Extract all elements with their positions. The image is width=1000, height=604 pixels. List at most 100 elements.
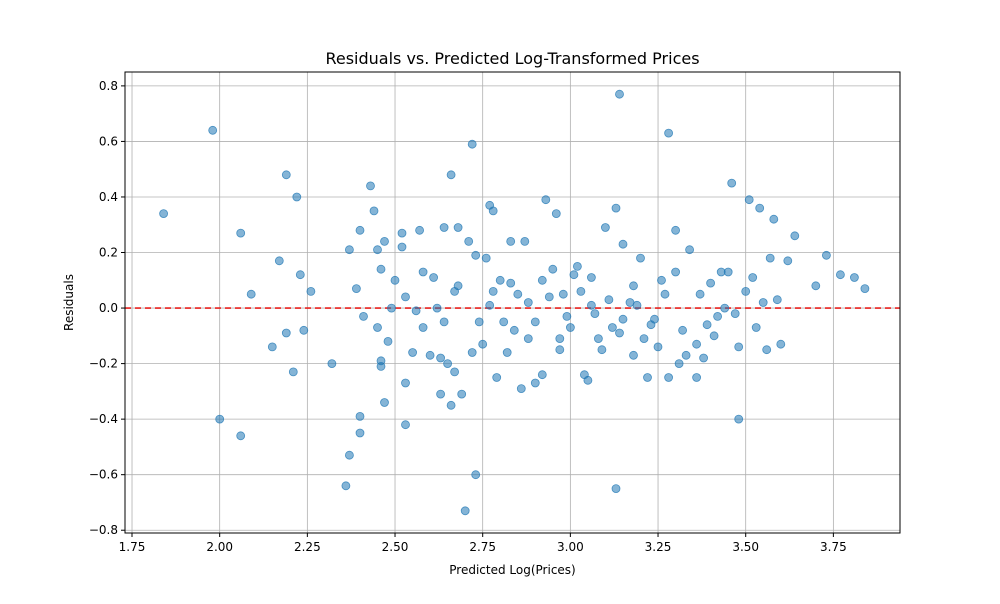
data-point bbox=[748, 273, 758, 282]
data-point bbox=[418, 267, 428, 277]
y-tick-label: −0.2 bbox=[89, 357, 118, 371]
data-point bbox=[716, 267, 726, 277]
x-axis-ticks: 1.75 2.00 2.25 2.50 2.75 3.00 3.25 3.50 3.75 bbox=[119, 533, 847, 554]
data-point bbox=[551, 209, 561, 219]
data-point bbox=[516, 384, 526, 394]
data-point bbox=[537, 275, 547, 285]
data-point bbox=[636, 253, 645, 263]
data-point bbox=[523, 298, 533, 307]
data-point bbox=[615, 328, 624, 338]
data-point bbox=[755, 203, 765, 213]
data-point bbox=[583, 375, 593, 385]
data-point bbox=[695, 289, 705, 299]
data-point bbox=[573, 261, 582, 271]
data-point bbox=[664, 128, 673, 138]
data-point bbox=[615, 89, 624, 99]
data-point bbox=[351, 284, 361, 294]
data-point bbox=[566, 323, 575, 332]
data-point bbox=[281, 328, 291, 338]
data-point bbox=[513, 289, 523, 299]
data-point bbox=[569, 270, 579, 280]
data-point bbox=[397, 242, 407, 252]
data-point bbox=[376, 361, 386, 371]
data-point bbox=[288, 367, 298, 377]
data-point bbox=[408, 348, 418, 357]
y-tick-label: −0.8 bbox=[89, 523, 118, 537]
data-point bbox=[436, 389, 446, 399]
data-point bbox=[702, 320, 712, 330]
data-point bbox=[295, 270, 305, 280]
y-tick-label: 0.4 bbox=[99, 190, 118, 204]
data-point bbox=[653, 342, 663, 352]
data-point bbox=[629, 350, 638, 360]
data-point bbox=[562, 311, 572, 321]
data-point bbox=[292, 192, 302, 202]
data-point bbox=[411, 306, 421, 316]
data-point bbox=[506, 278, 516, 288]
data-point bbox=[439, 223, 449, 232]
data-point bbox=[401, 292, 410, 302]
data-point bbox=[355, 428, 365, 438]
y-tick-label: −0.6 bbox=[89, 468, 118, 482]
data-point bbox=[467, 139, 477, 149]
data-point bbox=[744, 195, 754, 205]
data-point bbox=[730, 309, 740, 319]
data-point bbox=[734, 414, 744, 424]
data-point bbox=[306, 286, 316, 296]
data-point bbox=[758, 298, 768, 307]
data-point bbox=[776, 339, 786, 349]
data-point bbox=[727, 178, 737, 188]
data-point bbox=[436, 353, 446, 363]
data-point bbox=[355, 225, 365, 235]
data-point bbox=[439, 317, 449, 327]
data-point bbox=[474, 317, 484, 327]
data-point bbox=[457, 389, 467, 399]
data-point bbox=[267, 342, 277, 352]
x-tick-label: 2.00 bbox=[206, 540, 233, 554]
data-point bbox=[359, 311, 368, 321]
data-point bbox=[471, 250, 481, 260]
data-point bbox=[685, 245, 694, 255]
data-point bbox=[822, 250, 831, 260]
data-point bbox=[481, 253, 491, 263]
data-point bbox=[643, 373, 652, 382]
data-point bbox=[467, 348, 477, 357]
x-tick-label: 3.75 bbox=[820, 540, 847, 554]
data-point bbox=[159, 209, 169, 219]
data-point bbox=[208, 125, 218, 135]
data-point bbox=[618, 314, 628, 324]
data-point bbox=[464, 236, 474, 246]
data-point bbox=[383, 336, 393, 346]
data-point bbox=[453, 223, 463, 232]
chart-title: Residuals vs. Predicted Log-Transformed … bbox=[325, 49, 699, 68]
data-point bbox=[355, 411, 365, 421]
data-point bbox=[611, 484, 621, 494]
y-tick-label: −0.4 bbox=[89, 412, 118, 426]
data-point bbox=[594, 334, 603, 344]
data-point bbox=[509, 325, 519, 335]
data-point bbox=[601, 223, 610, 232]
data-point bbox=[597, 345, 607, 355]
data-point bbox=[530, 378, 540, 388]
plot-area-frame bbox=[124, 71, 901, 534]
data-point bbox=[850, 273, 859, 282]
data-point bbox=[611, 203, 621, 213]
data-point bbox=[608, 323, 617, 332]
data-point bbox=[692, 373, 701, 382]
data-point bbox=[495, 275, 505, 285]
data-point bbox=[678, 325, 687, 335]
data-point bbox=[450, 367, 460, 377]
data-point bbox=[587, 300, 596, 310]
data-point bbox=[453, 281, 463, 291]
data-point bbox=[681, 350, 691, 360]
data-point bbox=[429, 273, 439, 282]
data-point bbox=[646, 320, 656, 330]
data-point bbox=[344, 245, 354, 255]
data-point bbox=[790, 231, 800, 241]
data-point bbox=[555, 334, 565, 344]
data-point bbox=[471, 470, 481, 480]
data-point bbox=[664, 373, 673, 382]
data-point bbox=[215, 414, 225, 424]
